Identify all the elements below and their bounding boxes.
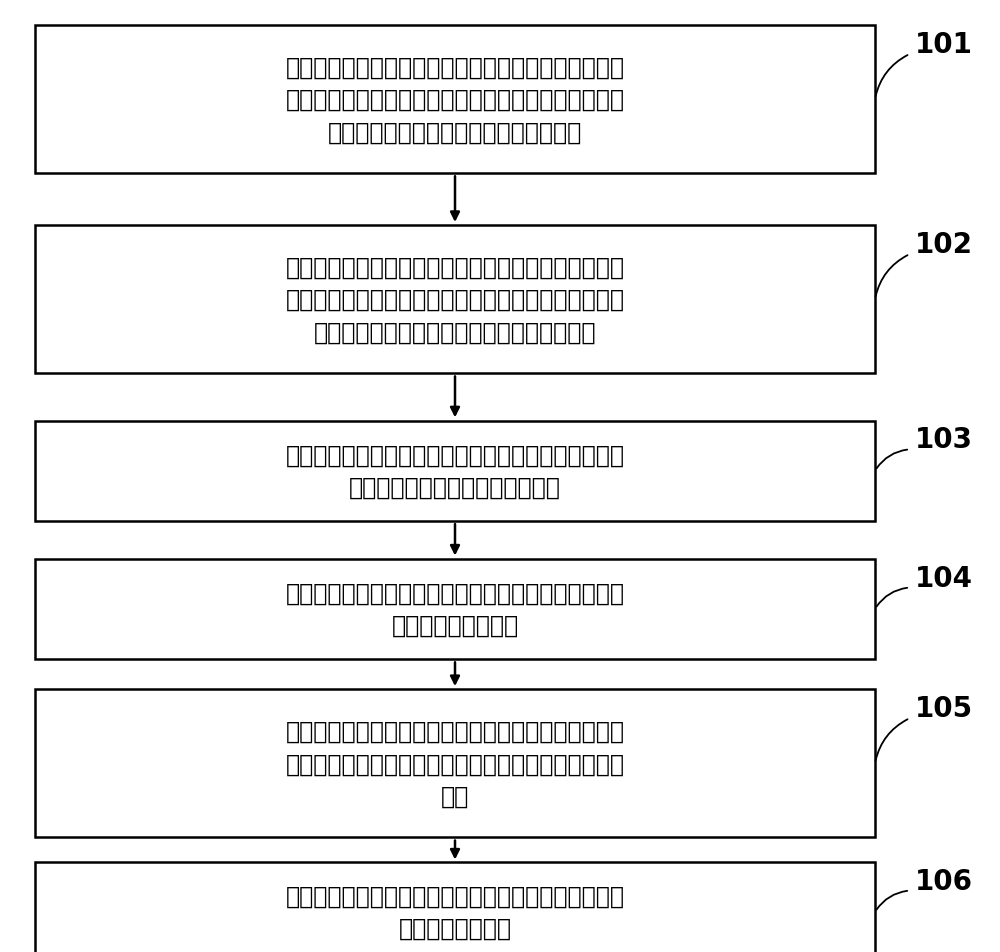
Bar — [35, 226, 875, 373]
Text: 104: 104 — [915, 564, 973, 592]
Bar — [35, 27, 875, 174]
Bar — [35, 863, 875, 952]
Text: 基于所述样本高光谱图像选择特征波长的光谱图像，并
设置灰度阈值，对选择的光谱图像进行分割处理，得到
鸡肉样本待测区域和金黄色葡萄球菌待测区域: 基于所述样本高光谱图像选择特征波长的光谱图像，并 设置灰度阈值，对选择的光谱图像… — [286, 255, 624, 345]
Text: 将鸡肉样本高光谱数据和金黄色葡萄球菌高光谱数据混
合后，提取特征波长: 将鸡肉样本高光谱数据和金黄色葡萄球菌高光谱数据混 合后，提取特征波长 — [286, 581, 624, 638]
Text: 106: 106 — [915, 866, 973, 895]
Bar — [35, 689, 875, 838]
Text: 103: 103 — [915, 426, 973, 454]
Text: 选择提取到的特征波长所对应的鸡肉样本高光谱数据对
支持向量机模型进行训练，得到金黄色葡萄球菌的检测
模型: 选择提取到的特征波长所对应的鸡肉样本高光谱数据对 支持向量机模型进行训练，得到金… — [286, 719, 624, 808]
Text: 105: 105 — [915, 695, 973, 723]
Text: 101: 101 — [915, 31, 973, 59]
Text: 获取样本高光谱图像；所述样本高光谱图像包括：鸡肉
样本高光谱图像和金黄色葡萄球菌高光谱图像；所述鸡
肉样本包括健康鸡肉样本和染菌鸡肉样本: 获取样本高光谱图像；所述样本高光谱图像包括：鸡肉 样本高光谱图像和金黄色葡萄球菌… — [286, 55, 624, 145]
Text: 102: 102 — [915, 231, 973, 259]
Bar — [35, 422, 875, 522]
Text: 分别提取所述鸡肉样本待测区域和所述金黄色葡萄球菌
待测区域中各像素点的高光谱数据: 分别提取所述鸡肉样本待测区域和所述金黄色葡萄球菌 待测区域中各像素点的高光谱数据 — [286, 443, 624, 500]
Text: 利用所述金黄色葡萄球菌的检测模型对鸡肉中的金黄色
葡萄球菌进行检测: 利用所述金黄色葡萄球菌的检测模型对鸡肉中的金黄色 葡萄球菌进行检测 — [286, 883, 624, 941]
Bar — [35, 560, 875, 660]
